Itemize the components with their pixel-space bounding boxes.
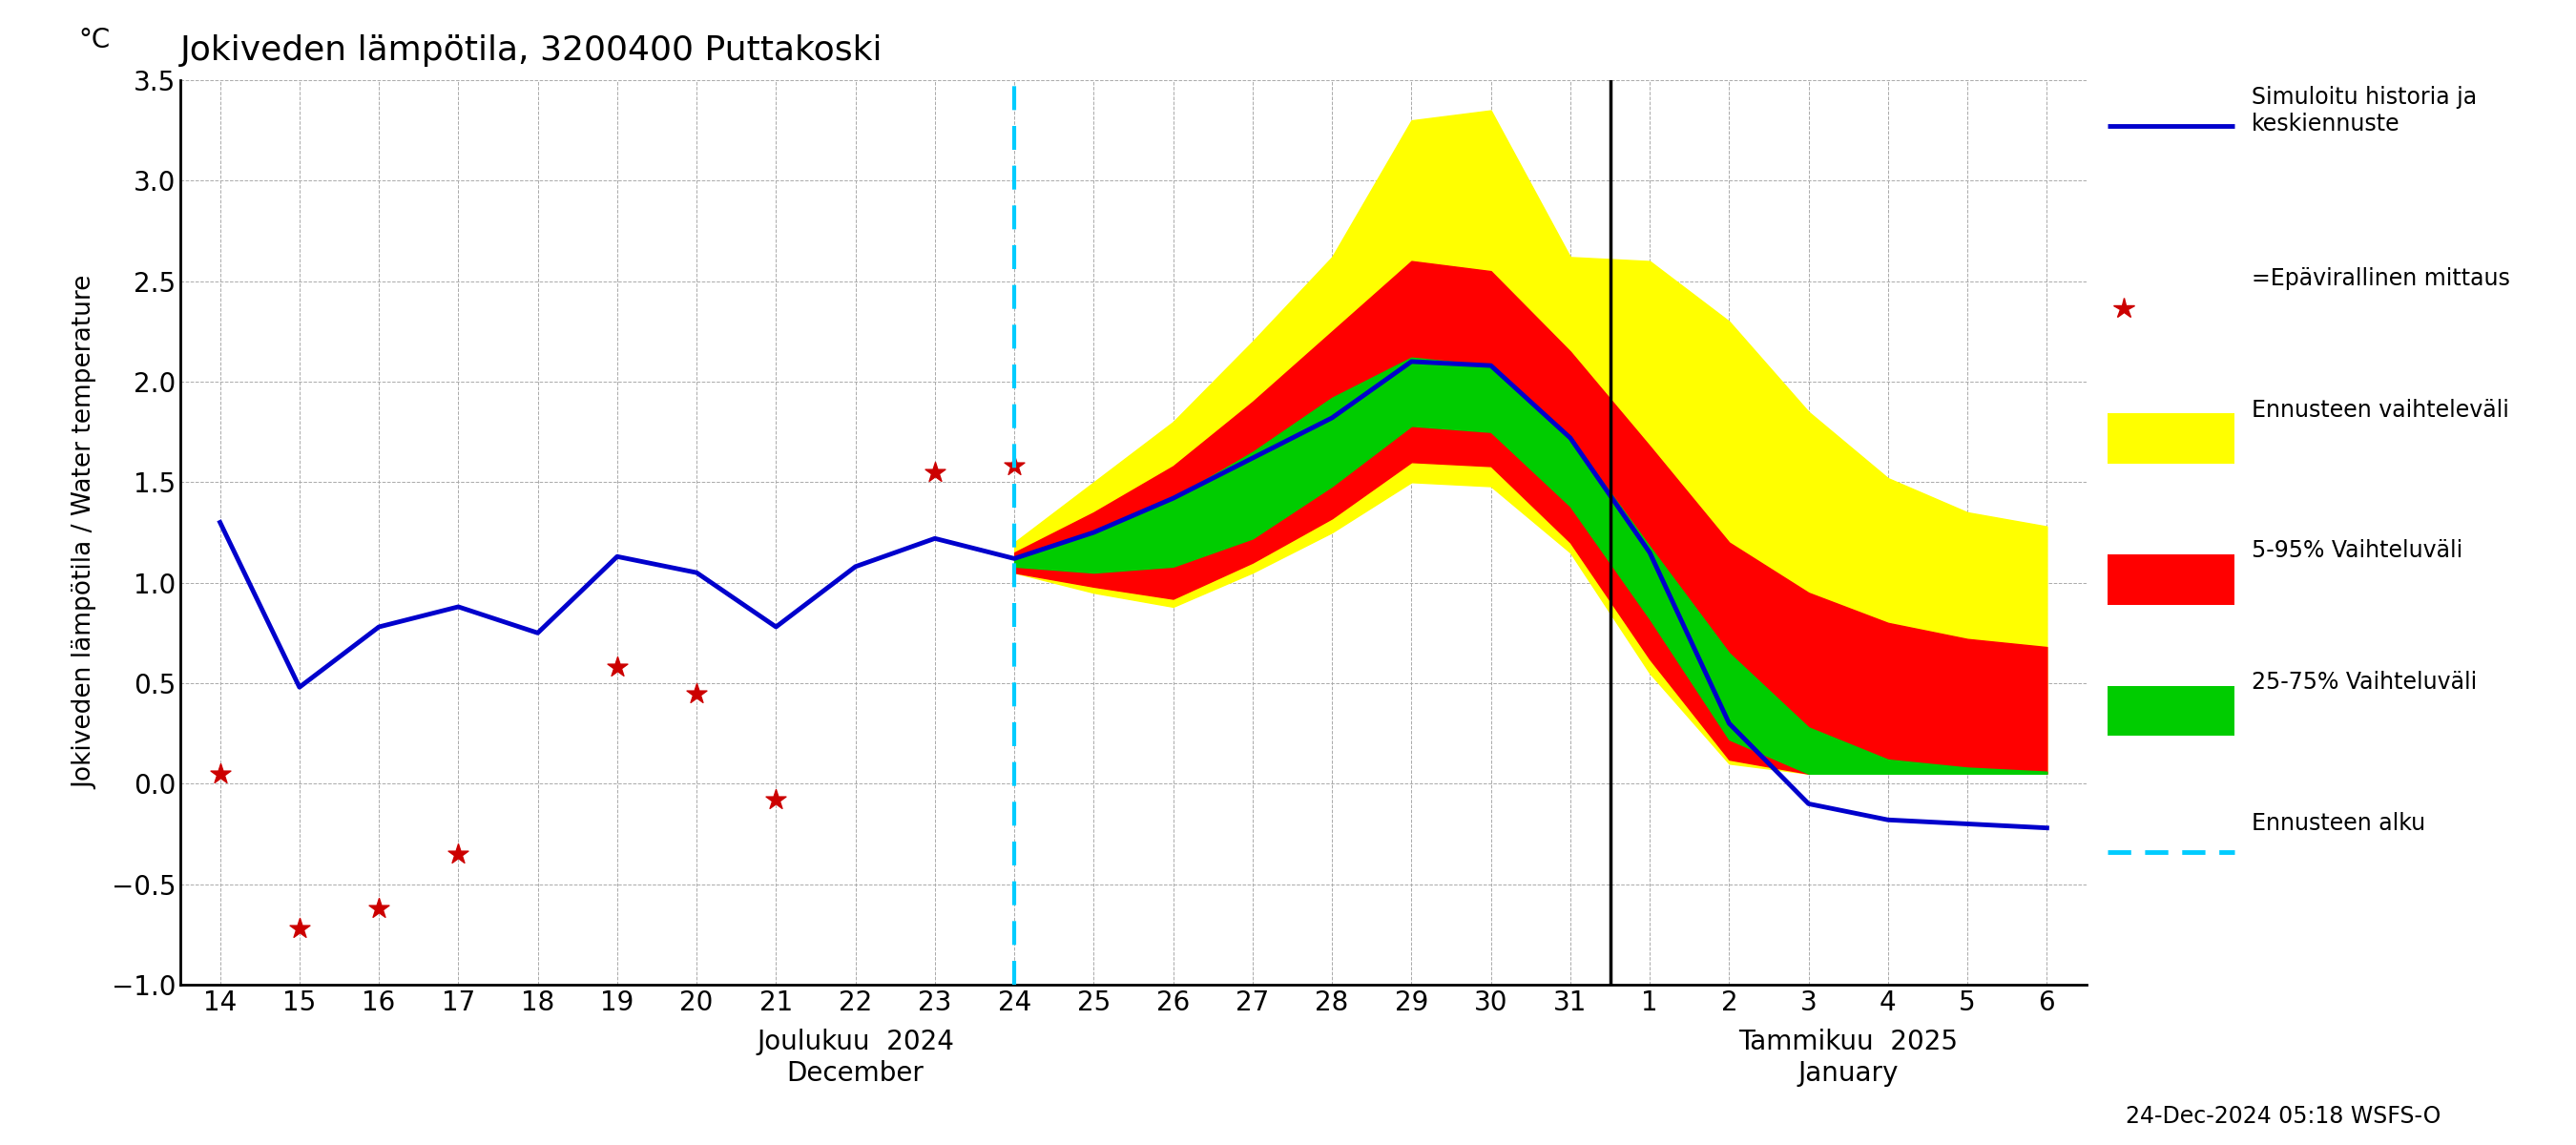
Text: Simuloitu historia ja
keskiennuste: Simuloitu historia ja keskiennuste <box>2251 86 2478 135</box>
Point <box>994 457 1036 475</box>
Text: Tammikuu  2025
January: Tammikuu 2025 January <box>1739 1029 1958 1087</box>
Bar <box>2107 686 2233 736</box>
Text: 5-95% Vaihteluväli: 5-95% Vaihteluväli <box>2251 539 2463 562</box>
Text: Ennusteen vaihteleväli: Ennusteen vaihteleväli <box>2251 398 2509 421</box>
Text: Joulukuu  2024
December: Joulukuu 2024 December <box>757 1029 953 1087</box>
Y-axis label: Jokiveden lämpötila / Water temperature: Jokiveden lämpötila / Water temperature <box>72 276 98 789</box>
Point <box>914 463 956 481</box>
Text: °C: °C <box>80 26 111 53</box>
Point <box>438 845 479 863</box>
Point <box>358 899 399 917</box>
Point <box>278 919 319 938</box>
Point <box>598 658 639 677</box>
Text: Ennusteen alku: Ennusteen alku <box>2251 812 2427 835</box>
Point <box>755 790 796 808</box>
Text: 24-Dec-2024 05:18 WSFS-O: 24-Dec-2024 05:18 WSFS-O <box>2125 1105 2439 1128</box>
Text: =Epävirallinen mittaus: =Epävirallinen mittaus <box>2251 268 2509 291</box>
Point <box>198 765 240 783</box>
Bar <box>2107 413 2233 464</box>
Bar <box>2107 554 2233 605</box>
Text: Jokiveden lämpötila, 3200400 Puttakoski: Jokiveden lämpötila, 3200400 Puttakoski <box>180 34 884 66</box>
Text: 25-75% Vaihteluväli: 25-75% Vaihteluväli <box>2251 671 2478 694</box>
Point <box>675 684 716 702</box>
